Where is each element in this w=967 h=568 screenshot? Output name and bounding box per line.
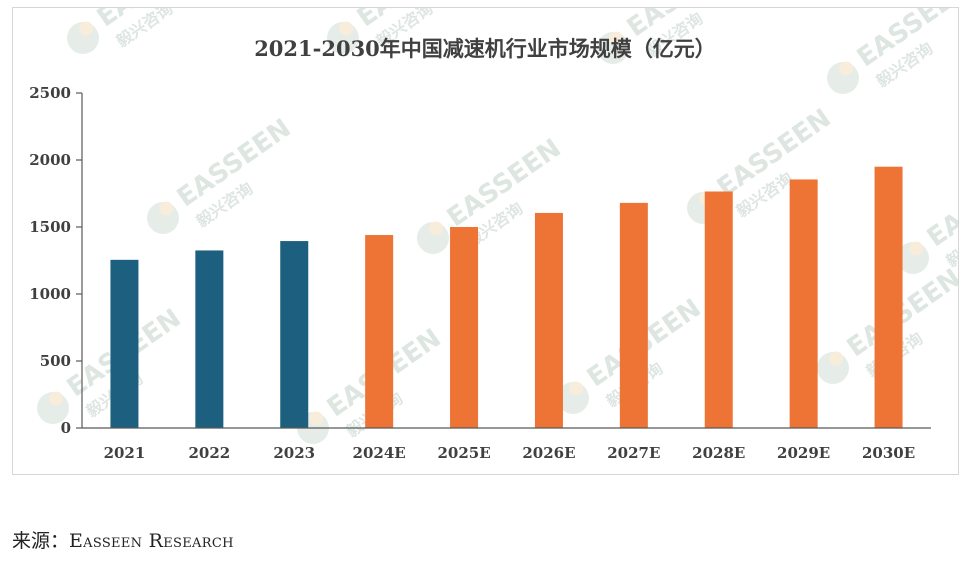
x-tick-label: 2022 [188,444,230,462]
x-tick-label: 2030E [862,444,915,462]
easseen-logo-icon [829,351,844,366]
x-tick-label: 2024E [353,444,406,462]
easseen-logo-icon [309,411,324,426]
watermark-brand: EASSEEN [922,153,958,253]
easseen-logo-icon [67,22,99,54]
easseen-logo-icon [147,202,179,234]
easseen-logo-icon [79,21,94,36]
source-brand: Easseen Research [69,530,234,552]
easseen-logo-icon [569,381,584,396]
easseen-logo-icon [49,391,64,406]
easseen-logo-icon [159,201,174,216]
x-tick-label: 2025E [437,444,490,462]
x-tick-label: 2028E [692,444,745,462]
easseen-logo-icon [557,382,589,414]
bar [195,250,224,428]
y-tick-label: 2500 [29,84,71,102]
bar [789,179,818,428]
y-axis: 0 500 1000 1500 2000 2500 [29,84,83,437]
x-tick-label: 2021 [104,444,146,462]
easseen-logo-icon [817,352,849,384]
easseen-logo-icon [827,62,859,94]
bar [280,241,309,428]
source-label: 来源： [12,530,70,552]
y-tick-label: 1000 [29,285,71,303]
y-tick-label: 0 [61,419,71,437]
easseen-logo-icon [839,61,854,76]
x-tick-label: 2029E [777,444,830,462]
easseen-logo-icon [37,392,69,424]
y-tick-label: 1500 [29,218,71,236]
chart-title: 2021-2030年中国减速机行业市场规模（亿元） [254,36,716,61]
easseen-logo-icon [597,32,629,64]
bar [110,259,139,428]
easseen-logo-icon [429,221,444,236]
easseen-logo-icon [897,242,929,274]
easseen-logo-icon [417,222,449,254]
easseen-logo-icon [339,21,354,36]
bar [450,227,479,428]
bars-group [110,166,903,428]
x-tick-label: 2026E [522,444,575,462]
easseen-logo-icon [609,31,624,46]
bar [534,212,563,428]
bar [365,235,394,428]
y-tick-label: 2000 [29,151,71,169]
x-tick-label: 2027E [607,444,660,462]
bar [874,166,903,428]
easseen-logo-icon [327,22,359,54]
y-tick-label: 500 [40,352,71,370]
x-tick-label: 2023 [273,444,315,462]
bar [619,202,648,428]
bar [704,191,733,428]
easseen-logo-icon [909,241,924,256]
source-note: 来源：Easseen Research [12,526,234,553]
x-axis: 2021 2022 2023 2024E 2025E 2026E 2027E 2028E 202… [82,427,931,462]
